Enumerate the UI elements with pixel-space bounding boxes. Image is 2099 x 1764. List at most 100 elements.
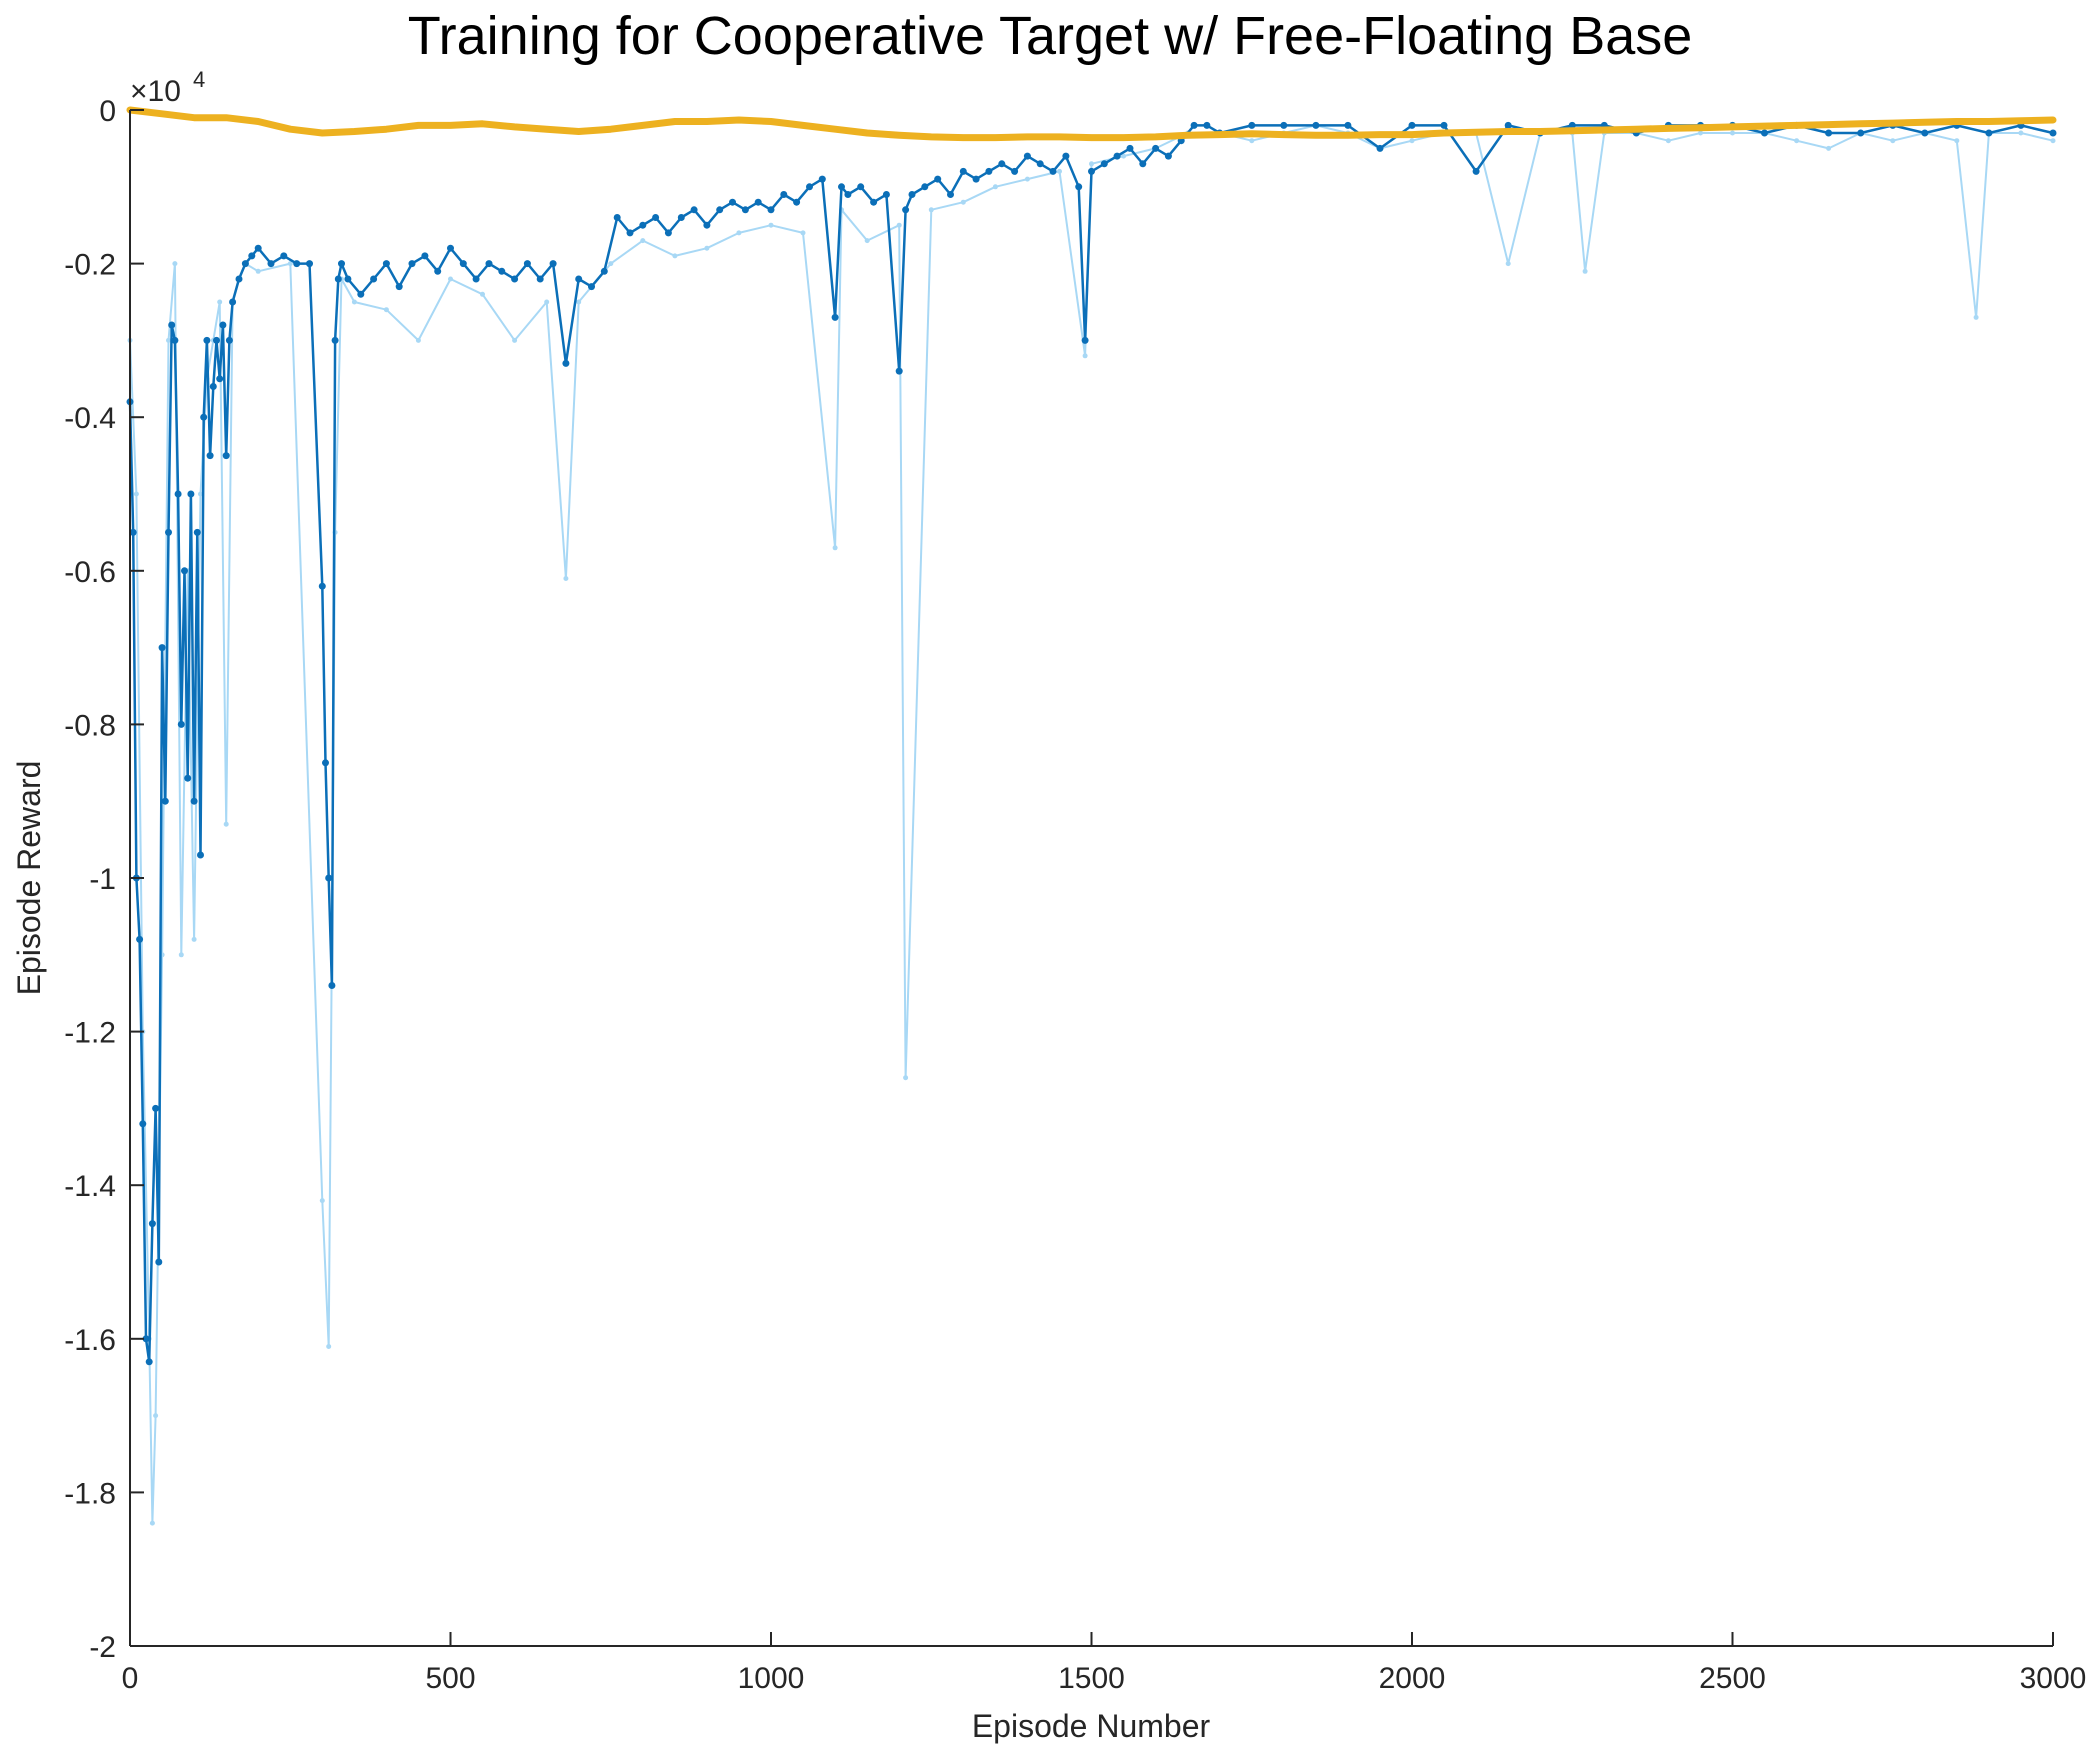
data-point-average_reward: [174, 490, 182, 498]
data-point-average_reward: [498, 267, 506, 275]
data-point-episode_reward: [166, 337, 171, 343]
data-point-average_reward: [1568, 121, 1576, 129]
data-point-episode_reward: [1249, 138, 1255, 144]
data-point-average_reward: [219, 321, 227, 329]
x-tick-label: 0: [122, 1662, 139, 1695]
data-point-average_reward: [161, 797, 169, 805]
data-point-episode_reward: [198, 491, 203, 497]
data-point-average_reward: [870, 198, 878, 206]
data-point-average_reward: [370, 275, 378, 283]
data-point-episode_reward: [1024, 176, 1030, 182]
data-point-average_reward: [280, 252, 288, 260]
data-point-episode_reward: [319, 1198, 325, 1204]
data-point-episode_reward: [217, 299, 223, 305]
data-point-average_reward: [306, 260, 313, 268]
data-point-average_reward: [1203, 121, 1211, 129]
series-line-episode_q0: [126, 106, 2057, 142]
data-point-episode_reward: [1121, 153, 1127, 159]
data-point-episode_reward: [153, 1413, 159, 1419]
data-point-average_reward: [1075, 183, 1083, 191]
x-tick-label: 3000: [2020, 1662, 2087, 1695]
data-point-average_reward: [1472, 167, 1480, 175]
data-point-average_reward: [664, 229, 672, 237]
data-point-average_reward: [998, 160, 1006, 168]
data-point-average_reward: [1825, 129, 1833, 137]
data-point-average_reward: [142, 1335, 150, 1343]
y-axis-title: Episode Reward: [11, 761, 47, 996]
data-point-average_reward: [129, 528, 137, 536]
data-point-average_reward: [1504, 121, 1512, 129]
data-point-average_reward: [171, 336, 179, 344]
data-point-episode_reward: [1826, 145, 1832, 151]
plot-background: [130, 110, 2053, 1646]
x-axis-title: Episode Number: [972, 1708, 1211, 1744]
data-point-episode_reward: [864, 238, 870, 244]
data-point-average_reward: [1126, 144, 1134, 152]
data-point-average_reward: [741, 206, 749, 214]
data-point-average_reward: [972, 175, 980, 183]
data-point-average_reward: [1088, 167, 1095, 175]
y-tick-label: -0.4: [64, 402, 116, 435]
x-tick-label: 1500: [1058, 1662, 1125, 1695]
data-point-average_reward: [168, 321, 176, 329]
data-point-average_reward: [184, 774, 192, 782]
data-point-average_reward: [338, 260, 345, 268]
data-point-average_reward: [985, 167, 993, 175]
data-point-average_reward: [145, 1358, 153, 1366]
data-point-average_reward: [716, 206, 724, 214]
data-point-average_reward: [190, 797, 198, 805]
data-point-episode_reward: [563, 576, 569, 581]
data-point-average_reward: [780, 191, 788, 198]
data-point-episode_reward: [903, 1075, 909, 1081]
data-point-episode_reward: [640, 238, 646, 244]
data-point-average_reward: [155, 1258, 163, 1266]
data-point-average_reward: [203, 336, 211, 344]
data-point-episode_reward: [1954, 138, 1960, 144]
data-point-episode_reward: [287, 261, 293, 267]
y-tick-label: -1.2: [64, 1017, 116, 1050]
data-point-average_reward: [344, 275, 352, 283]
data-point-average_reward: [165, 528, 172, 536]
data-point-episode_reward: [896, 222, 902, 228]
data-point-average_reward: [408, 260, 416, 268]
exponent-base: ×10: [130, 75, 181, 108]
data-point-episode_reward: [768, 222, 774, 228]
y-tick-label: -0.6: [64, 556, 116, 589]
data-point-average_reward: [639, 221, 647, 229]
data-point-average_reward: [152, 1104, 160, 1112]
data-point-average_reward: [472, 275, 480, 283]
data-point-average_reward: [229, 298, 237, 306]
data-point-average_reward: [626, 229, 634, 237]
data-point-episode_reward: [326, 1344, 332, 1349]
data-point-episode_reward: [351, 299, 357, 305]
data-point-episode_reward: [800, 230, 806, 236]
data-point-episode_reward: [191, 936, 197, 942]
data-point-average_reward: [136, 935, 144, 943]
data-point-average_reward: [293, 260, 301, 268]
data-point-average_reward: [1376, 144, 1384, 152]
data-point-average_reward: [1440, 121, 1448, 129]
data-point-average_reward: [181, 567, 188, 575]
data-point-average_reward: [902, 206, 910, 214]
data-point-average_reward: [209, 383, 217, 390]
data-point-episode_reward: [832, 545, 838, 551]
data-point-average_reward: [139, 1120, 147, 1128]
data-point-episode_reward: [1057, 168, 1062, 174]
data-point-episode_reward: [672, 253, 678, 259]
data-point-average_reward: [213, 336, 220, 344]
data-point-episode_reward: [960, 199, 966, 205]
data-point-average_reward: [267, 260, 275, 268]
data-point-episode_reward: [544, 299, 550, 305]
y-tick-label: -1: [89, 863, 116, 896]
x-tick-label: 500: [425, 1662, 475, 1695]
data-point-episode_reward: [1794, 138, 1800, 144]
data-point-episode_reward: [415, 337, 421, 343]
data-point-average_reward: [1921, 129, 1929, 137]
data-point-episode_reward: [608, 261, 614, 267]
data-point-average_reward: [1408, 121, 1416, 129]
data-point-average_reward: [421, 252, 429, 260]
data-point-average_reward: [248, 252, 256, 260]
data-point-average_reward: [549, 260, 557, 268]
data-point-average_reward: [447, 244, 454, 252]
data-point-episode_reward: [704, 245, 710, 251]
